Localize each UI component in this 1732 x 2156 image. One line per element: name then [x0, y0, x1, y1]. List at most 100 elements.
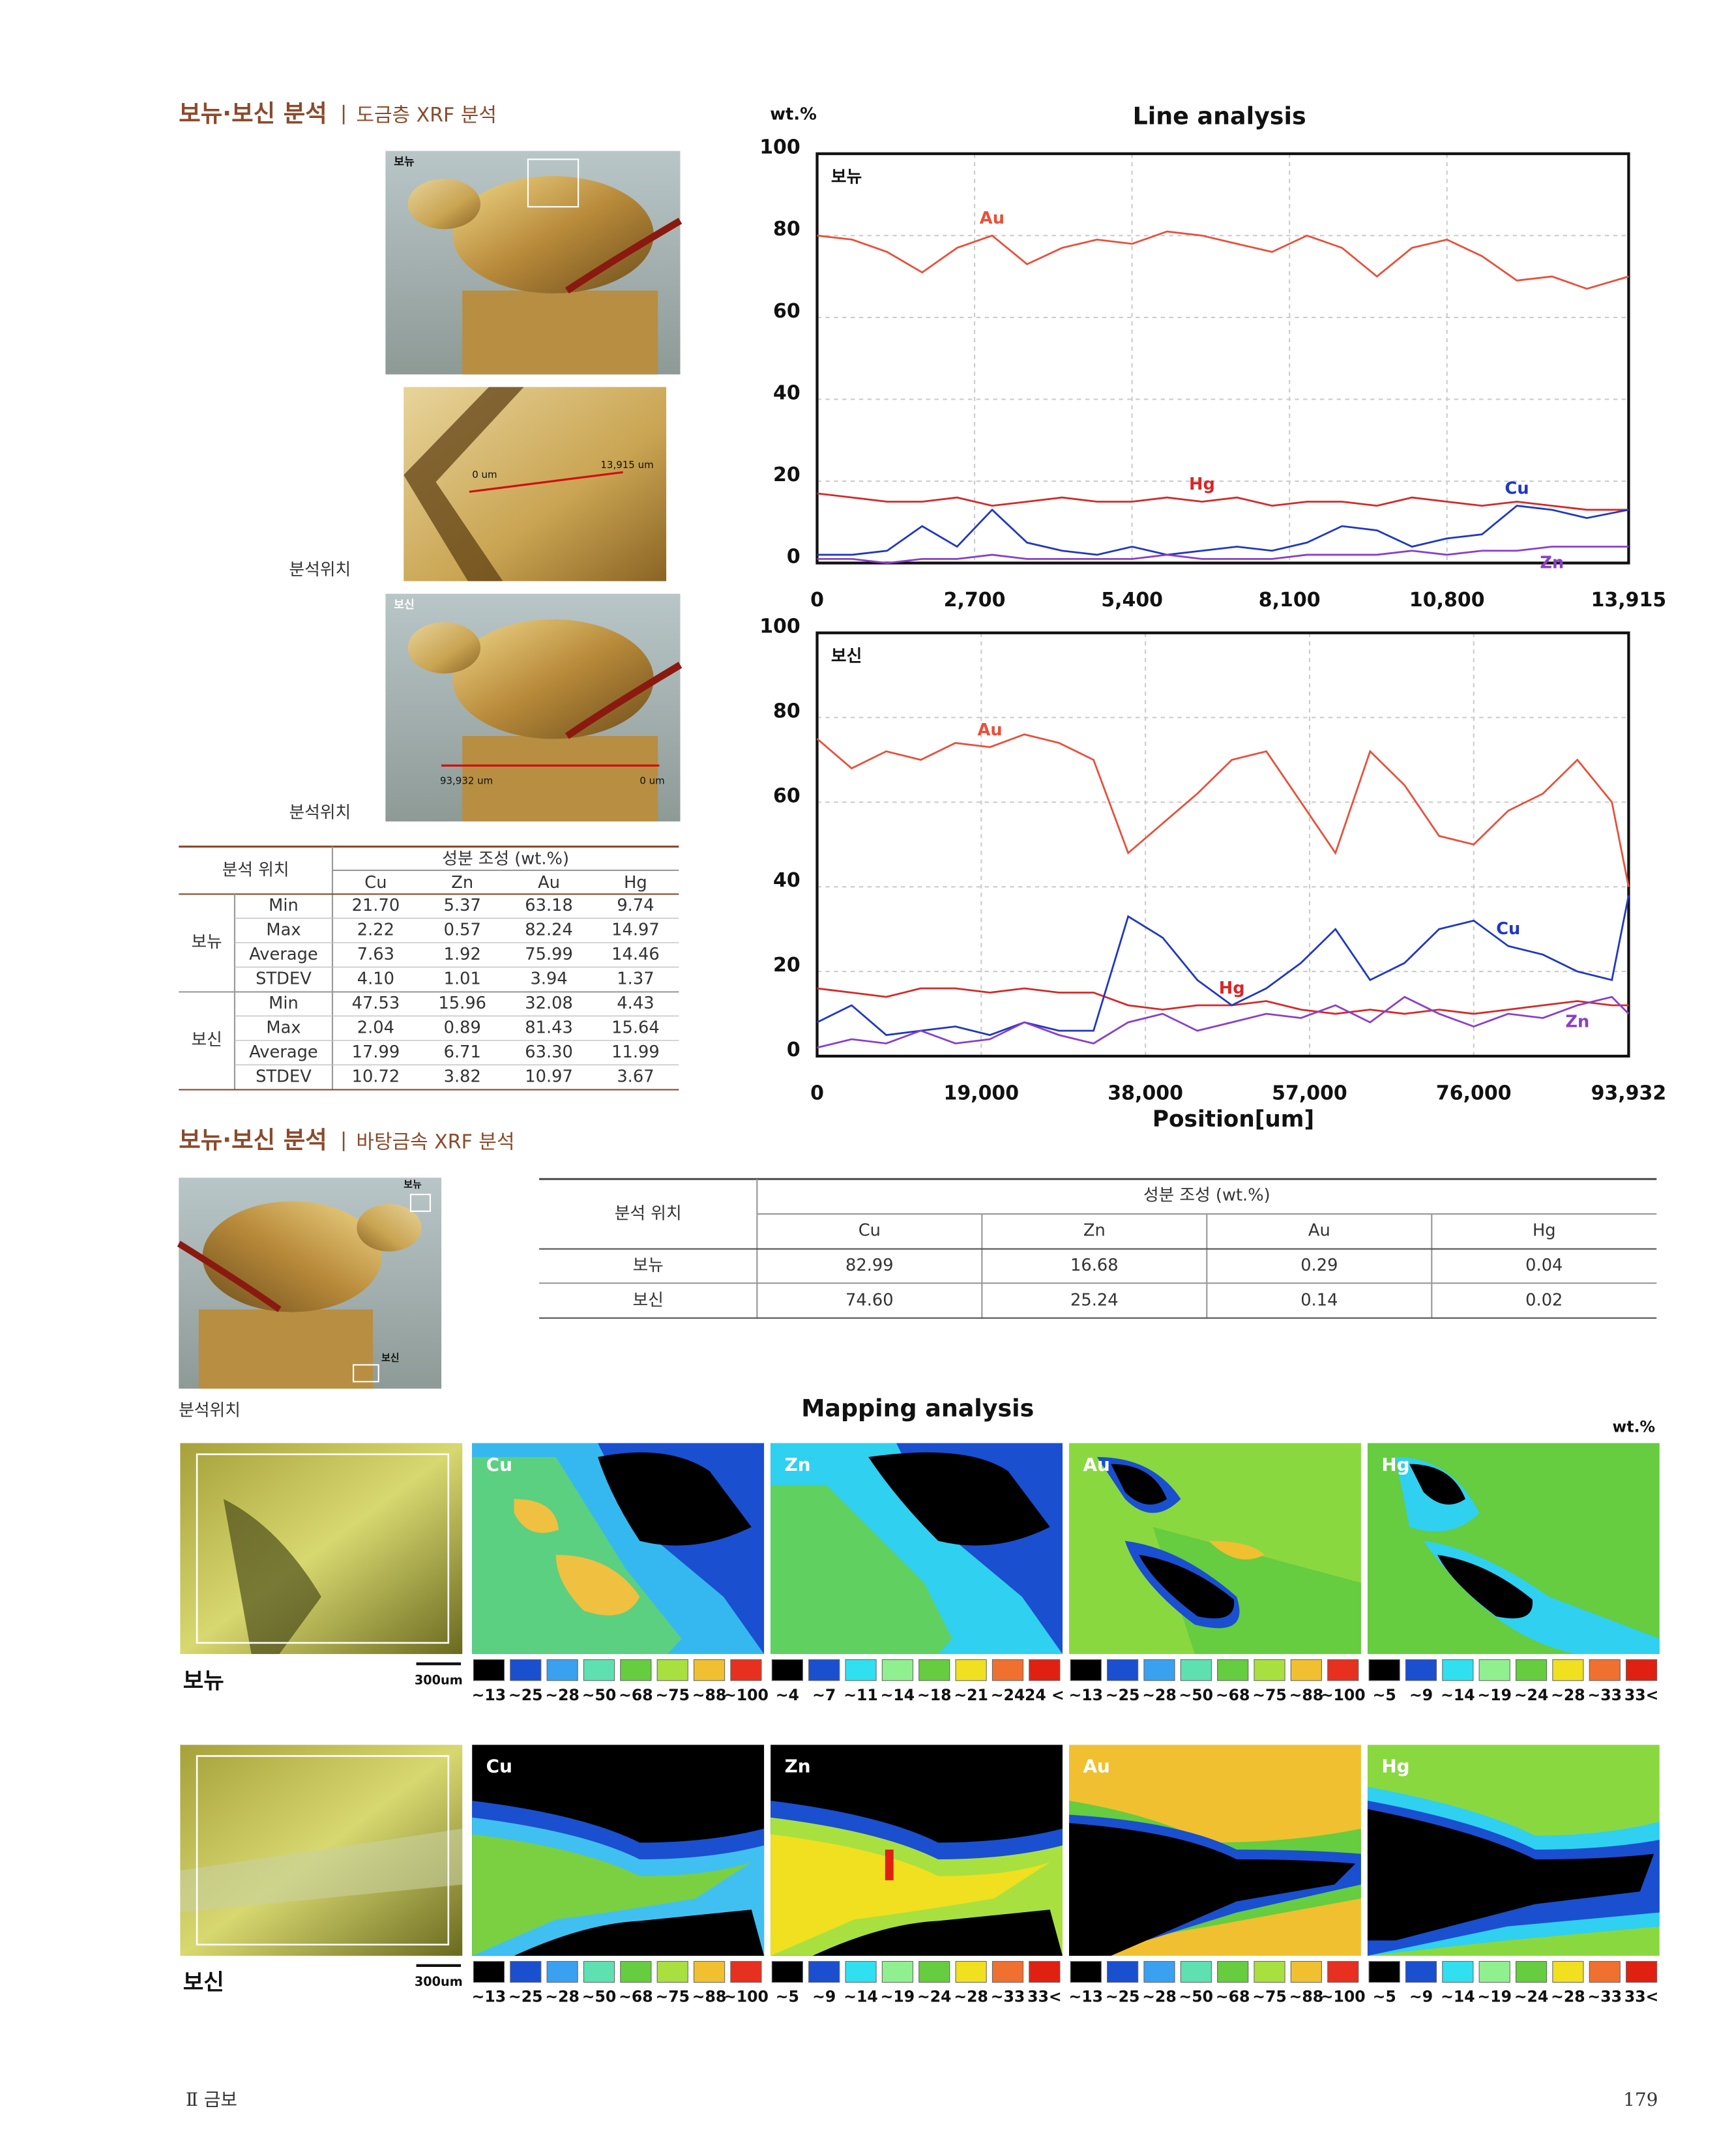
legend-swatch	[845, 1960, 877, 1983]
map-region	[771, 1484, 952, 1655]
table-cell: 21.70	[352, 896, 400, 915]
legend-swatch	[1254, 1960, 1285, 1983]
map-region	[514, 1910, 765, 1956]
series-label: Zn	[1565, 1012, 1589, 1031]
caption: 분석위치	[289, 560, 351, 580]
table-cell: 63.18	[525, 896, 573, 915]
legend-label: ~75	[1252, 1686, 1287, 1704]
legend-label: ~28	[1142, 1988, 1177, 2006]
y-tick-label: 80	[773, 700, 800, 722]
turtle	[407, 619, 683, 821]
plot-frame	[815, 152, 1630, 565]
map-region	[1367, 1809, 1654, 1941]
legend-label: ~28	[1551, 1686, 1585, 1704]
legend-swatch	[546, 1659, 578, 1681]
legend-swatch	[1368, 1960, 1400, 1983]
series-label: Au	[980, 209, 1005, 228]
map-element: Cu	[486, 1756, 512, 1777]
legend-swatch	[1029, 1960, 1061, 1983]
legend-label: ~9	[1409, 1988, 1433, 2006]
series-line	[817, 492, 1629, 511]
y-tick-label: 40	[773, 381, 800, 404]
legend-label: ~11	[844, 1686, 878, 1704]
legend-swatch	[1589, 1960, 1621, 1983]
table-cell: 47.53	[352, 994, 400, 1013]
map-region	[1111, 1464, 1235, 1619]
legend-label: ~50	[1179, 1686, 1214, 1704]
map-element: Zn	[785, 1454, 811, 1475]
table-cell: 15.96	[438, 994, 486, 1013]
legend-swatch	[510, 1960, 542, 1983]
table-cell: 7.63	[357, 945, 394, 964]
table-cell: 1.01	[444, 969, 481, 989]
legend-label: ~5	[1373, 1988, 1396, 2006]
legend-swatch	[918, 1960, 950, 1983]
legend-swatch	[881, 1960, 914, 1983]
legend-label: ~24	[1514, 1686, 1549, 1704]
legend-label: 33<	[1027, 1988, 1062, 2006]
table-cell: 74.60	[845, 1290, 894, 1310]
legend-label: 33<	[1624, 1686, 1659, 1704]
legend-label: ~28	[1142, 1686, 1177, 1704]
table-cell: 82.24	[525, 921, 573, 940]
legend-swatch	[1552, 1960, 1584, 1983]
legend-label: ~19	[1477, 1988, 1512, 2006]
table-cell: 보뉴	[633, 1256, 664, 1275]
legend-swatch	[918, 1659, 950, 1681]
legend-label: ~68	[1216, 1686, 1250, 1704]
series-label: Cu	[1505, 479, 1529, 498]
x-axis-label: Position[um]	[1152, 1106, 1314, 1132]
photo-label: 보뉴	[394, 156, 415, 169]
series-line	[817, 546, 1629, 564]
legend-swatch	[991, 1659, 1024, 1681]
analysis-box	[196, 1453, 450, 1644]
legend-label: ~33	[991, 1988, 1025, 2006]
table-cell: 3.82	[444, 1067, 481, 1087]
table-cell: Average	[249, 945, 318, 964]
x-tick-label: 38,000	[1108, 1082, 1183, 1104]
legend-swatch	[1405, 1960, 1437, 1983]
legend-swatch	[583, 1960, 615, 1983]
legend-swatch	[620, 1960, 652, 1983]
legend-label: ~5	[776, 1988, 799, 2006]
scale-label: 300um	[415, 1672, 463, 1687]
x-tick-label: 8,100	[1259, 589, 1321, 612]
series-label: Zn	[1540, 554, 1564, 573]
panel-label: 보뉴	[831, 168, 862, 187]
element-map: Hg	[1367, 1443, 1660, 1655]
legend-swatch	[1180, 1960, 1212, 1983]
legend-label: ~25	[508, 1686, 543, 1704]
legend-label: ~68	[1216, 1988, 1250, 2006]
measure-line	[469, 471, 623, 493]
legend-label: ~75	[655, 1686, 690, 1704]
legend-label: ~33	[1588, 1686, 1622, 1704]
legend-label: ~100	[1321, 1988, 1366, 2006]
series-line	[817, 230, 1629, 290]
legend-swatch	[771, 1659, 803, 1681]
photo-label: 보신	[394, 598, 415, 612]
x-tick-label: 19,000	[943, 1082, 1019, 1104]
micrograph-detail	[180, 1828, 463, 1913]
table-cell: 보신	[191, 1030, 222, 1050]
analysis-box	[196, 1755, 450, 1946]
section-subtitle: 도금층 XRF 분석	[356, 104, 497, 126]
legend-swatch	[1327, 1960, 1359, 1983]
table-cell: 0.57	[444, 921, 481, 940]
micrograph-detail	[223, 1499, 321, 1655]
table-header: Au	[538, 873, 560, 893]
panel-label: 보신	[831, 647, 862, 666]
map-element: Au	[1083, 1454, 1109, 1475]
chart-title: Line analysis	[1133, 102, 1306, 130]
shell-edge	[404, 387, 524, 582]
legend-label: ~7	[812, 1686, 836, 1704]
table-cell: Max	[266, 921, 301, 940]
table-cell: 14.97	[611, 921, 660, 940]
legend-label: 24 <	[1025, 1686, 1064, 1704]
legend-label: ~28	[545, 1988, 580, 2006]
legend-label: ~88	[692, 1988, 727, 2006]
legend-swatch	[1515, 1659, 1548, 1681]
map-element: Au	[1083, 1756, 1109, 1777]
legend-swatch	[1552, 1659, 1584, 1681]
legend-swatch	[546, 1960, 578, 1983]
series-label: Au	[977, 720, 1002, 740]
